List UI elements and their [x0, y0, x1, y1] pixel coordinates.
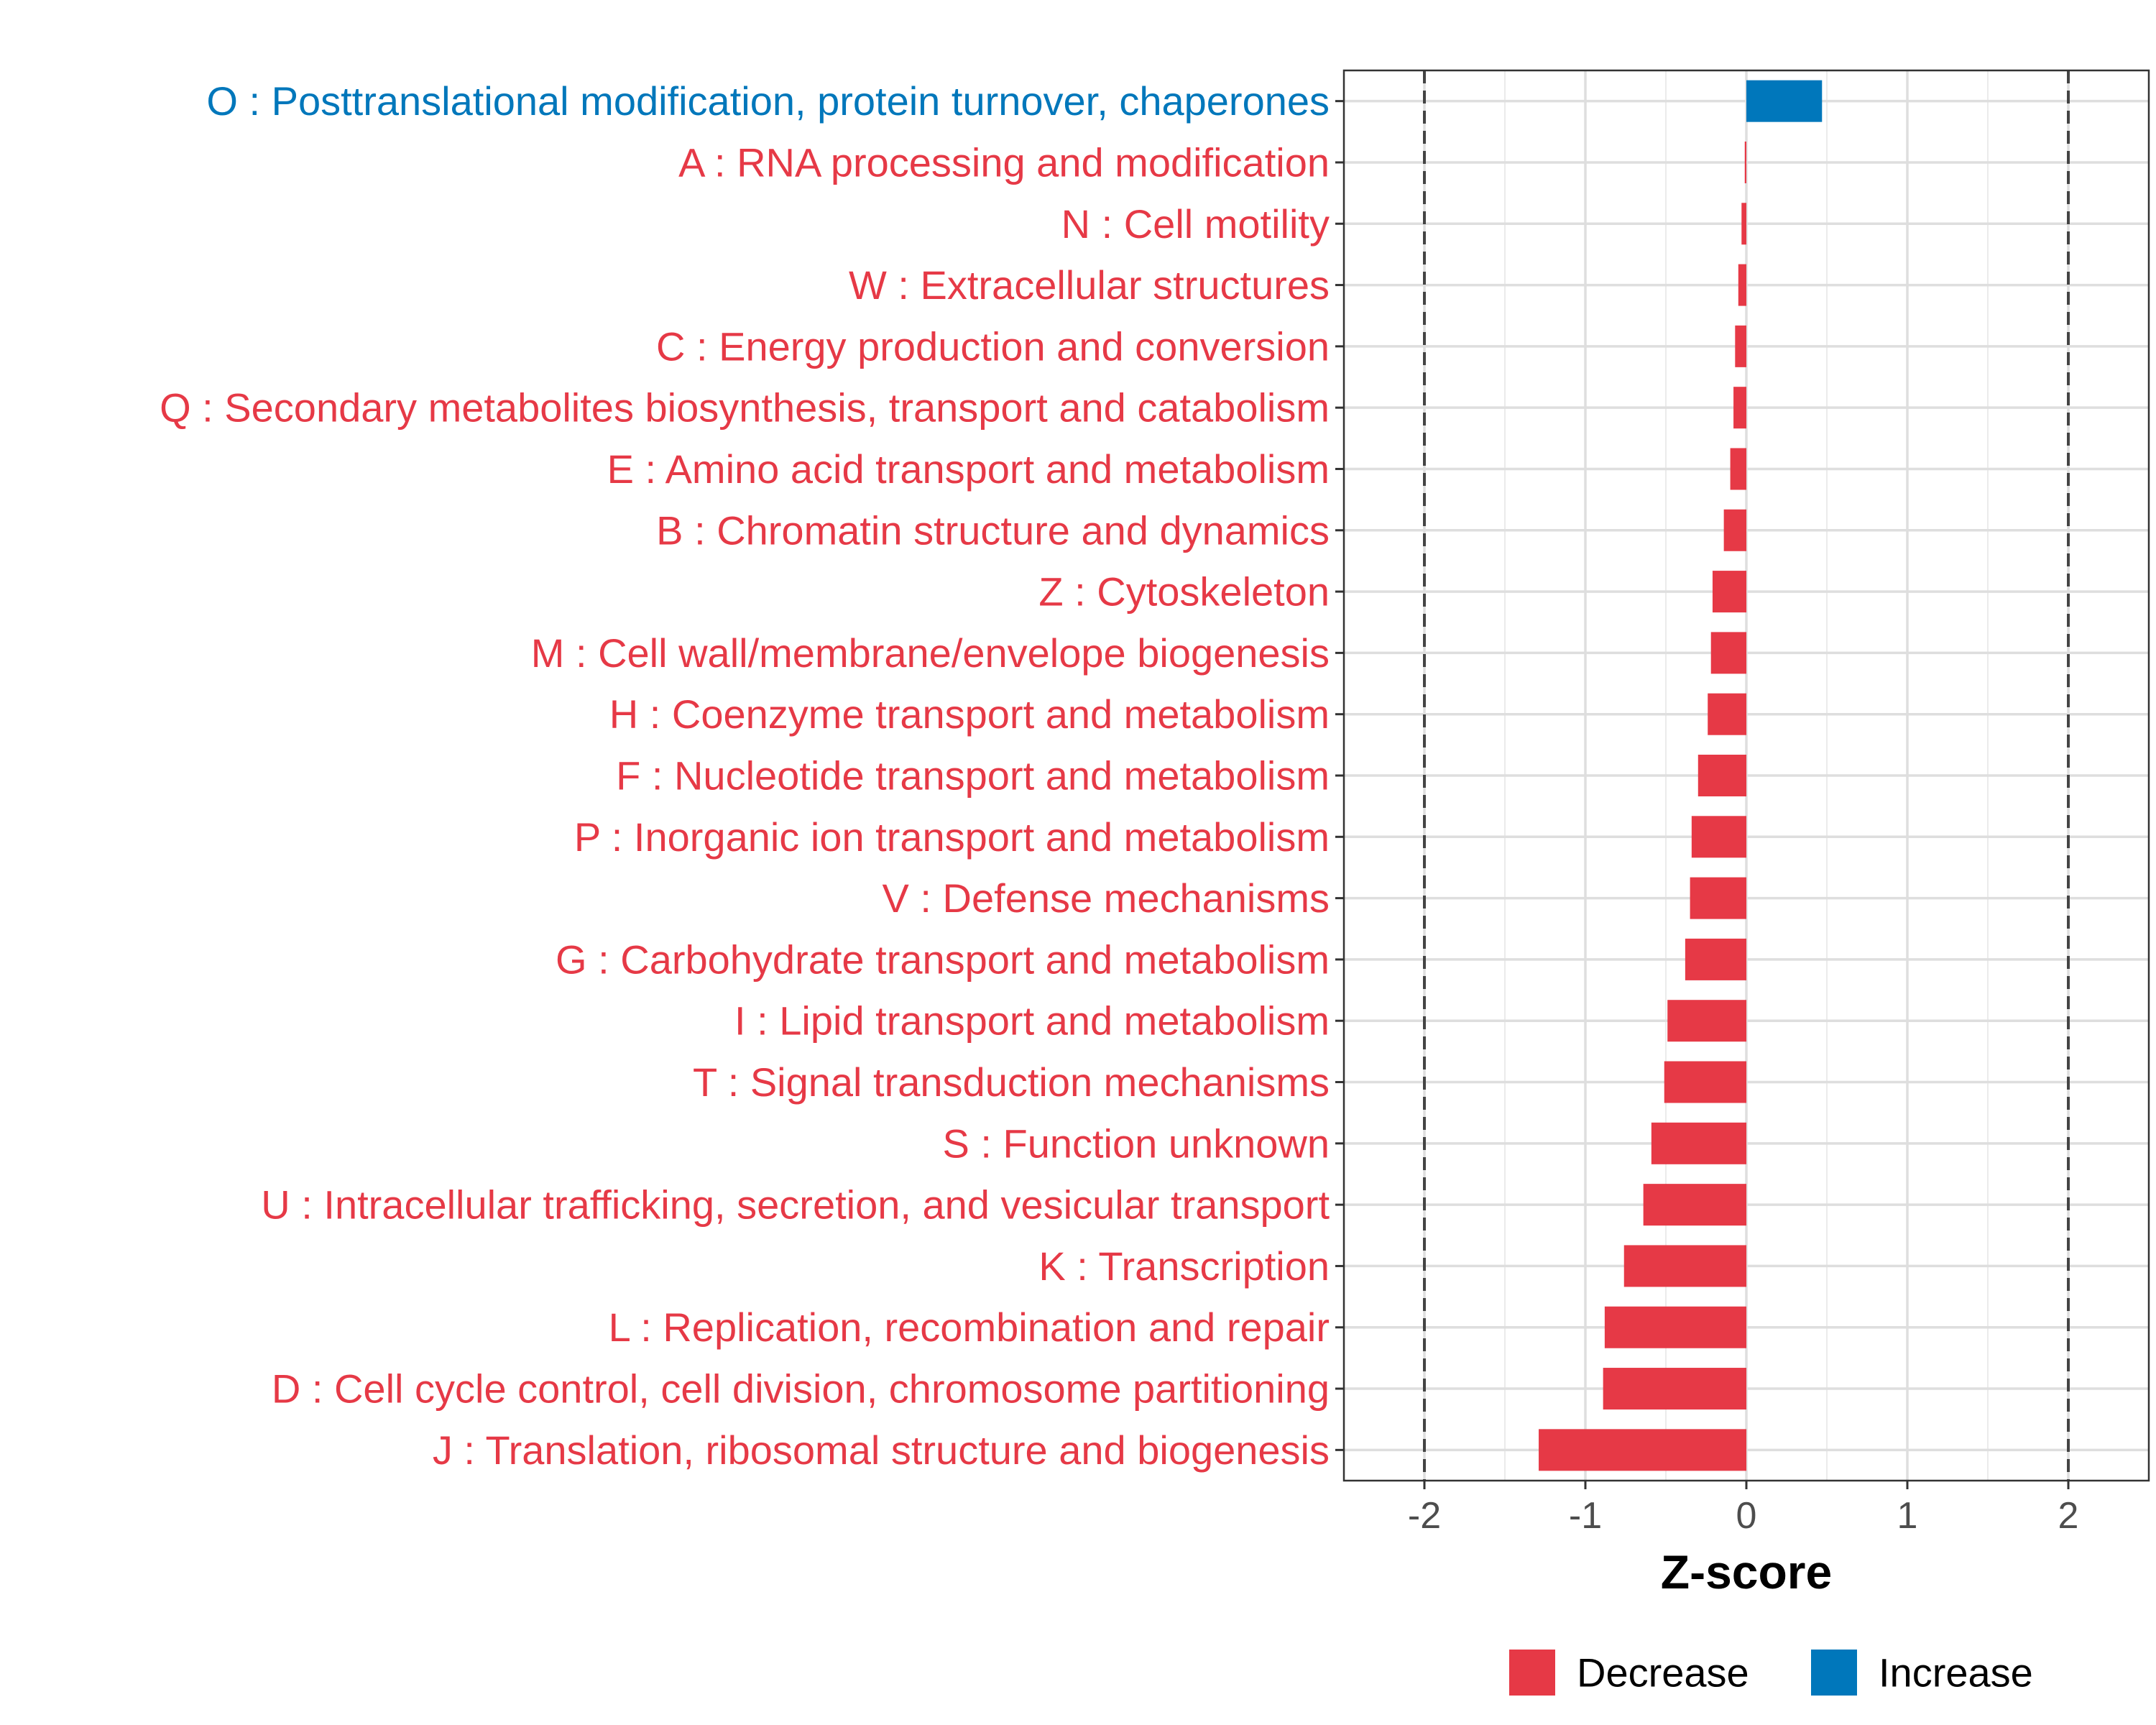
category-label: D : Cell cycle control, cell division, c…: [272, 1366, 1330, 1412]
bar: [1603, 1368, 1746, 1410]
category-label: Q : Secondary metabolites biosynthesis, …: [160, 385, 1330, 431]
x-tick-label: 0: [1736, 1495, 1757, 1537]
bar: [1690, 877, 1746, 919]
category-label: G : Carbohydrate transport and metabolis…: [556, 937, 1330, 982]
category-label: M : Cell wall/membrane/envelope biogenes…: [531, 630, 1330, 676]
x-tick-label: -2: [1408, 1495, 1441, 1537]
bar: [1744, 141, 1746, 183]
bar: [1664, 1061, 1746, 1103]
bar: [1710, 632, 1746, 674]
y-axis-ticks: [1335, 100, 1344, 1451]
legend-label: Increase: [1879, 1650, 2033, 1696]
bar: [1623, 1245, 1746, 1287]
legend-swatch: [1811, 1650, 1857, 1696]
bar: [1730, 448, 1746, 490]
x-axis-ticks: -2 -1 0 1 2: [1408, 1481, 2079, 1537]
x-tick-label: 1: [1897, 1495, 1918, 1537]
bar: [1723, 509, 1746, 551]
category-label: P : Inorganic ion transport and metaboli…: [574, 814, 1330, 860]
bar: [1691, 816, 1746, 858]
category-label: N : Cell motility: [1061, 201, 1330, 247]
x-tick-label: -1: [1569, 1495, 1602, 1537]
category-label: T : Signal transduction mechanisms: [693, 1059, 1330, 1105]
bar: [1746, 80, 1823, 122]
category-label: B : Chromatin structure and dynamics: [656, 507, 1330, 553]
category-label: L : Replication, recombination and repai…: [609, 1305, 1330, 1350]
bar: [1539, 1429, 1746, 1471]
bar: [1712, 571, 1746, 613]
category-label: E : Amino acid transport and metabolism: [607, 446, 1330, 492]
x-axis-title: Z-score: [1661, 1545, 1832, 1598]
bar: [1735, 325, 1746, 367]
bar: [1741, 203, 1746, 245]
category-label: U : Intracellular trafficking, secretion…: [261, 1182, 1330, 1228]
x-tick-label: 2: [2058, 1495, 2079, 1537]
bar: [1685, 938, 1746, 980]
legend-label: Decrease: [1577, 1650, 1749, 1696]
bar: [1651, 1122, 1746, 1164]
legend-swatch: [1509, 1650, 1555, 1696]
category-label: H : Coenzyme transport and metabolism: [609, 691, 1330, 737]
y-axis-category-labels: O : Posttranslational modification, prot…: [160, 78, 1330, 1473]
reference-lines: [1423, 70, 2070, 1481]
bars: [1539, 80, 1823, 1471]
bar: [1643, 1184, 1746, 1226]
bar: [1708, 693, 1746, 735]
category-label: W : Extracellular structures: [849, 262, 1330, 308]
category-label: V : Defense mechanisms: [883, 875, 1330, 921]
bar: [1733, 387, 1746, 429]
category-label: S : Function unknown: [942, 1121, 1330, 1166]
category-label: I : Lipid transport and metabolism: [734, 998, 1330, 1044]
category-label: J : Translation, ribosomal structure and…: [433, 1427, 1330, 1473]
bar: [1667, 1000, 1746, 1042]
bar: [1738, 264, 1746, 306]
category-label: C : Energy production and conversion: [656, 323, 1330, 369]
category-label: O : Posttranslational modification, prot…: [206, 78, 1330, 124]
category-label: F : Nucleotide transport and metabolism: [616, 753, 1330, 799]
category-label: A : RNA processing and modification: [678, 139, 1330, 185]
bar: [1697, 754, 1746, 797]
category-label: Z : Cytoskeleton: [1038, 569, 1330, 615]
category-label: K : Transcription: [1038, 1243, 1330, 1289]
bar: [1604, 1306, 1746, 1348]
legend: Decrease Increase: [1509, 1650, 2033, 1696]
